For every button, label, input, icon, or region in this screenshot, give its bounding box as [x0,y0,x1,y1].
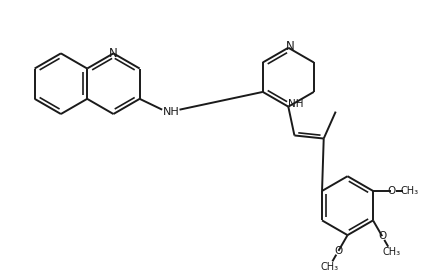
Text: O: O [387,186,396,196]
Text: CH₃: CH₃ [320,262,339,272]
Text: NH: NH [288,99,304,109]
Text: NH: NH [162,107,179,117]
Text: CH₃: CH₃ [382,247,400,257]
Text: O: O [378,231,386,241]
Text: N: N [109,47,118,60]
Text: CH₃: CH₃ [400,186,418,196]
Text: N: N [286,40,295,53]
Text: O: O [334,246,343,256]
